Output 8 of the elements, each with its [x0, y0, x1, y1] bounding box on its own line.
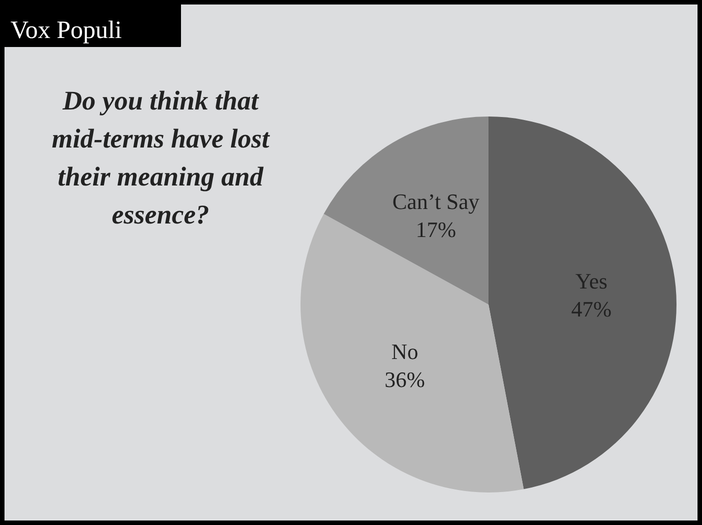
slice-label: No: [391, 338, 418, 364]
text: Do you think that mid-terms have lost their meaning and essence?: [52, 86, 271, 230]
slice-label: Can’t Say: [392, 189, 480, 214]
data-label: 17%: [416, 217, 456, 242]
data-label: 47%: [571, 296, 612, 322]
text: Vox Populi: [10, 17, 122, 44]
slice-label: Yes: [575, 268, 608, 294]
data-label: 36%: [384, 366, 426, 392]
